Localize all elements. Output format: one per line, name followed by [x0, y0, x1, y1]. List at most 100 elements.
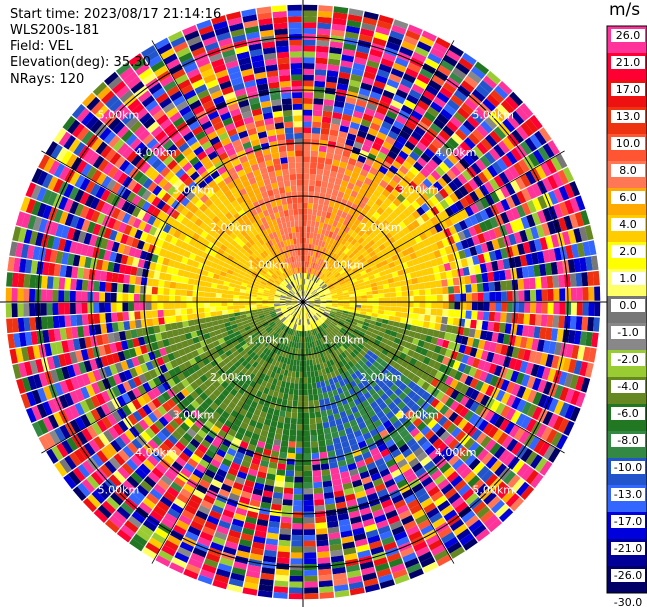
velocity-cell	[308, 303, 315, 306]
velocity-cell	[303, 179, 309, 186]
velocity-cell	[251, 457, 261, 466]
velocity-cell	[283, 487, 294, 495]
velocity-cell	[522, 349, 532, 362]
velocity-cell	[382, 89, 395, 100]
velocity-cell	[499, 508, 514, 523]
velocity-cell	[485, 134, 498, 148]
velocity-cell	[224, 406, 234, 415]
velocity-cell	[354, 370, 362, 378]
velocity-cell	[374, 136, 385, 146]
velocity-cell	[430, 216, 439, 226]
velocity-cell	[220, 342, 228, 349]
velocity-cell	[301, 313, 303, 320]
velocity-cell	[244, 576, 260, 585]
velocity-cell	[268, 351, 274, 358]
velocity-cell	[278, 322, 284, 328]
velocity-cell	[334, 369, 341, 377]
velocity-cell	[402, 419, 413, 429]
velocity-cell	[310, 371, 315, 378]
velocity-cell	[246, 284, 253, 289]
velocity-cell	[114, 436, 127, 449]
velocity-cell	[275, 474, 285, 482]
velocity-cell	[324, 217, 330, 225]
velocity-cell	[284, 326, 289, 333]
velocity-cell	[295, 447, 303, 454]
velocity-cell	[162, 223, 172, 234]
velocity-cell	[516, 324, 524, 336]
velocity-cell	[173, 229, 182, 239]
velocity-cell	[310, 156, 318, 163]
velocity-cell	[259, 411, 267, 419]
velocity-cell	[430, 206, 440, 216]
velocity-cell	[375, 198, 384, 207]
velocity-cell	[224, 277, 231, 283]
velocity-cell	[132, 410, 143, 422]
velocity-cell	[305, 291, 308, 297]
velocity-cell	[217, 260, 225, 267]
velocity-cell	[510, 193, 521, 207]
velocity-cell	[415, 345, 423, 354]
velocity-cell	[86, 347, 95, 360]
velocity-cell	[169, 419, 180, 430]
velocity-cell	[325, 306, 332, 310]
velocity-cell	[433, 412, 444, 423]
velocity-cell	[492, 429, 504, 442]
velocity-cell	[345, 408, 353, 417]
velocity-cell	[531, 182, 543, 197]
velocity-cell	[122, 293, 129, 302]
velocity-cell	[545, 354, 554, 368]
velocity-cell	[466, 337, 475, 347]
velocity-cell	[151, 302, 158, 310]
velocity-cell	[204, 307, 211, 313]
velocity-cell	[136, 354, 146, 365]
velocity-cell	[369, 346, 377, 354]
velocity-cell	[493, 481, 507, 495]
velocity-cell	[242, 320, 249, 325]
velocity-cell	[159, 458, 171, 470]
velocity-cell	[394, 57, 409, 68]
velocity-cell	[293, 305, 299, 310]
velocity-cell	[510, 268, 518, 280]
velocity-cell	[70, 215, 80, 229]
velocity-cell	[246, 328, 253, 335]
velocity-cell	[363, 333, 371, 340]
velocity-cell	[310, 274, 314, 281]
velocity-cell	[132, 376, 142, 387]
velocity-cell	[499, 185, 511, 198]
velocity-cell	[500, 344, 509, 356]
velocity-cell	[328, 200, 335, 208]
velocity-cell	[241, 360, 249, 367]
velocity-cell	[291, 302, 298, 305]
velocity-cell	[226, 361, 234, 369]
velocity-cell	[246, 313, 253, 318]
velocity-cell	[419, 136, 431, 148]
velocity-cell	[233, 375, 241, 384]
velocity-cell	[294, 324, 297, 331]
velocity-cell	[355, 295, 362, 299]
velocity-cell	[83, 360, 93, 373]
velocity-cell	[366, 271, 374, 277]
velocity-cell	[270, 450, 280, 458]
velocity-cell	[117, 466, 130, 480]
velocity-cell	[350, 342, 358, 349]
velocity-cell	[408, 457, 420, 468]
velocity-cell	[303, 336, 306, 343]
velocity-cell	[462, 537, 478, 551]
velocity-cell	[311, 133, 320, 140]
velocity-cell	[289, 569, 303, 576]
velocity-cell	[113, 332, 121, 342]
velocity-cell	[381, 337, 389, 344]
velocity-cell	[407, 62, 422, 73]
velocity-cell	[459, 310, 466, 319]
velocity-cell	[330, 549, 344, 557]
velocity-cell	[388, 261, 396, 269]
velocity-cell	[365, 360, 373, 368]
velocity-cell	[569, 213, 579, 229]
velocity-cell	[398, 322, 406, 329]
velocity-cell	[392, 434, 403, 444]
velocity-cell	[360, 386, 369, 395]
velocity-cell	[304, 534, 316, 541]
velocity-cell	[401, 145, 412, 156]
velocity-cell	[393, 370, 402, 379]
velocity-cell	[522, 325, 530, 337]
